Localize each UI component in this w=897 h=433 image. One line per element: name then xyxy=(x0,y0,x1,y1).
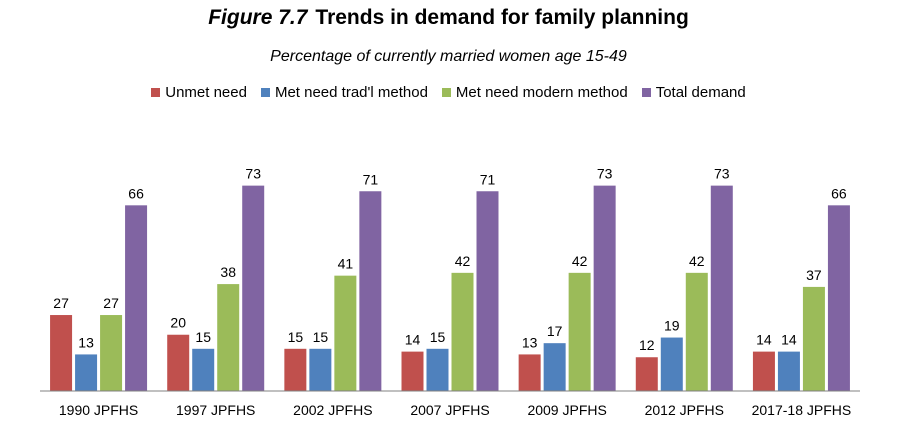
bar xyxy=(451,272,474,391)
data-label: 17 xyxy=(547,323,563,339)
bar xyxy=(334,275,357,391)
bar xyxy=(100,315,123,391)
bar xyxy=(635,357,658,391)
data-label: 38 xyxy=(220,264,236,280)
chart-subtitle: Percentage of currently married women ag… xyxy=(270,48,627,65)
legend-item: Met need modern method xyxy=(441,84,628,101)
data-label: 71 xyxy=(363,171,379,187)
x-tick-label: 2009 JPFHS xyxy=(527,402,606,418)
data-label: 15 xyxy=(313,329,329,345)
bar xyxy=(543,343,566,391)
data-label: 73 xyxy=(245,166,261,182)
data-label: 20 xyxy=(170,315,186,331)
bar xyxy=(359,191,382,391)
bar xyxy=(75,354,98,391)
data-label: 19 xyxy=(664,318,680,334)
figure-number: Figure 7.7 xyxy=(208,6,308,29)
bar xyxy=(710,185,733,391)
figure-title-text: Trends in demand for family planning xyxy=(315,6,689,29)
data-label: 41 xyxy=(338,256,354,272)
x-tick-label: 2002 JPFHS xyxy=(293,402,372,418)
legend-swatch xyxy=(260,88,270,97)
data-label: 14 xyxy=(781,332,797,348)
chart-legend: Unmet need Met need trad'l method Met need… xyxy=(0,84,897,101)
bar xyxy=(518,354,541,391)
bar xyxy=(593,185,616,391)
bar xyxy=(192,348,215,391)
x-tick-label: 1997 JPFHS xyxy=(176,402,255,418)
bars-layer xyxy=(50,185,850,391)
data-label: 42 xyxy=(455,253,471,269)
bar xyxy=(777,351,800,391)
legend-label: Total demand xyxy=(655,84,746,101)
data-label: 27 xyxy=(53,295,69,311)
data-label: 42 xyxy=(689,253,705,269)
data-label: 12 xyxy=(639,337,655,353)
data-label: 66 xyxy=(128,185,144,201)
legend-label: Met need modern method xyxy=(455,84,628,101)
legend-swatch xyxy=(151,88,161,97)
bar xyxy=(309,348,332,391)
legend-swatch xyxy=(441,88,451,97)
bar xyxy=(827,205,850,391)
x-tick-label: 1990 JPFHS xyxy=(59,402,138,418)
data-label: 66 xyxy=(831,185,847,201)
data-label: 42 xyxy=(572,253,588,269)
data-label: 15 xyxy=(195,329,211,345)
bar xyxy=(242,185,265,391)
data-label: 13 xyxy=(78,334,94,350)
bar xyxy=(476,191,499,391)
data-labels-layer: 27 13 27 66 20 15 38 73 15 15 41 71 14 15 42 71 13 17 42 73… xyxy=(53,166,847,354)
data-label: 73 xyxy=(597,166,613,182)
chart-title: Figure 7.7 Trends in demand for family pl… xyxy=(0,6,897,30)
x-tick-label: 2007 JPFHS xyxy=(410,402,489,418)
data-label: 15 xyxy=(430,329,446,345)
legend-label: Unmet need xyxy=(165,84,247,101)
bar xyxy=(660,337,683,391)
data-label: 71 xyxy=(480,171,496,187)
bar xyxy=(125,205,148,391)
bar xyxy=(685,272,708,391)
bar xyxy=(284,348,307,391)
data-label: 14 xyxy=(756,332,772,348)
bar xyxy=(217,284,240,391)
data-label: 37 xyxy=(806,267,822,283)
x-tick-label: 2017-18 JPFHS xyxy=(752,402,852,418)
data-label: 27 xyxy=(103,295,119,311)
data-label: 15 xyxy=(288,329,304,345)
data-label: 14 xyxy=(405,332,421,348)
legend-label: Met need trad'l method xyxy=(274,84,428,101)
bar xyxy=(167,334,190,391)
x-tick-label: 2012 JPFHS xyxy=(645,402,724,418)
legend-item: Total demand xyxy=(641,84,746,101)
bar xyxy=(568,272,591,391)
legend-item: Unmet need xyxy=(151,84,247,101)
bar xyxy=(50,315,73,391)
x-tick-labels-layer: 1990 JPFHS 1997 JPFHS 2002 JPFHS 2007 JPFHS… xyxy=(59,402,851,418)
bar xyxy=(752,351,775,391)
bar xyxy=(426,348,449,391)
data-label: 73 xyxy=(714,166,730,182)
legend-swatch xyxy=(641,88,651,97)
bar xyxy=(401,351,424,391)
data-label: 13 xyxy=(522,334,538,350)
bar xyxy=(802,286,825,391)
legend-item: Met need trad'l method xyxy=(260,84,428,101)
